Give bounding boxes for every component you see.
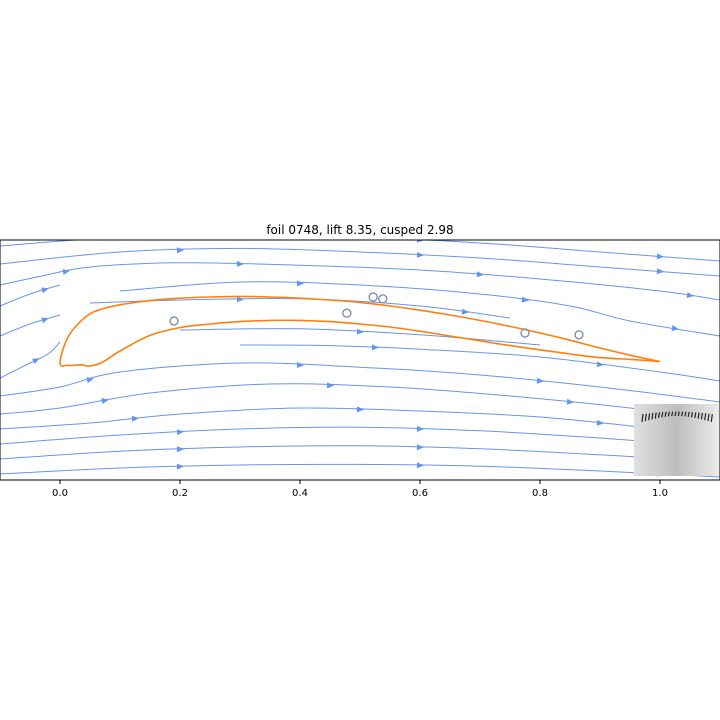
streamline-arrow xyxy=(131,415,139,422)
streamline-arrow xyxy=(686,292,694,298)
inset-mark xyxy=(700,412,703,420)
streamline-arrow xyxy=(101,398,109,404)
x-axis: 0.0 0.2 0.4 0.6 0.8 1.0 xyxy=(52,480,668,499)
inset-mark xyxy=(664,411,667,417)
x-tick-label: 0.4 xyxy=(292,488,308,499)
vortex-marker xyxy=(574,330,584,340)
inset-mark xyxy=(667,411,670,417)
vortex-marker xyxy=(169,316,179,326)
streamline-arrow xyxy=(326,382,334,389)
inset-mark xyxy=(704,413,707,421)
inset-mark xyxy=(684,411,687,417)
inset-mark xyxy=(641,413,644,423)
streamline-arrow xyxy=(656,253,664,260)
streamline-arrow xyxy=(41,317,49,324)
x-tick-label: 0.2 xyxy=(172,488,188,499)
streamline-arrow xyxy=(176,463,184,470)
streamline-arrow xyxy=(296,280,304,287)
inset-mark xyxy=(697,412,700,419)
inset-mark xyxy=(687,411,690,417)
inset-background xyxy=(634,404,720,476)
streamline xyxy=(0,445,720,463)
inset-mark xyxy=(651,412,654,420)
streamline-arrow xyxy=(236,260,244,267)
inset-mark xyxy=(690,412,694,418)
streamline-arrow xyxy=(296,362,304,368)
inset-mark xyxy=(674,411,677,417)
streamline-arrow xyxy=(416,251,424,258)
plot-area xyxy=(0,233,720,478)
streamline-arrow xyxy=(176,247,184,254)
inset-mark xyxy=(644,413,647,422)
inset-mark xyxy=(661,412,664,418)
streamline xyxy=(0,284,61,307)
inset-mark xyxy=(671,411,674,417)
vortex-marker xyxy=(368,292,378,302)
streamline-arrow xyxy=(461,308,469,315)
vortex-marker xyxy=(520,328,530,338)
x-tick-label: 1.0 xyxy=(652,488,668,499)
streamline-arrow xyxy=(41,287,49,294)
vortex-marker xyxy=(342,308,352,318)
streamline-arrow xyxy=(176,429,184,436)
streamline xyxy=(0,426,720,448)
streamline-arrow xyxy=(656,268,664,275)
streamline-arrow xyxy=(356,328,364,335)
axes-frame xyxy=(0,239,720,481)
inset-mark xyxy=(657,412,661,419)
inset-mark xyxy=(654,412,657,419)
x-tick-label: 0.8 xyxy=(532,488,548,499)
streamline-arrow xyxy=(62,269,70,275)
streamline-arrow xyxy=(476,271,484,278)
streamline-arrow xyxy=(596,419,604,426)
streamline-arrow xyxy=(176,446,184,453)
inset-thumbnail xyxy=(634,404,720,476)
inset-mark xyxy=(677,411,680,417)
streamline xyxy=(0,362,720,403)
streamline-arrow xyxy=(596,361,604,368)
vortex-group xyxy=(169,292,584,340)
streamline xyxy=(0,463,720,478)
inset-mark xyxy=(710,413,713,423)
inset-mark xyxy=(681,411,684,417)
foil-group xyxy=(59,295,661,367)
streamline-arrow xyxy=(521,296,529,303)
streamline xyxy=(0,383,720,421)
inset-mark xyxy=(707,413,710,422)
streamline-arrow xyxy=(237,296,244,303)
inset-markings xyxy=(641,411,713,423)
streamline xyxy=(239,344,720,382)
streamline xyxy=(0,240,720,262)
streamline xyxy=(0,314,61,337)
streamline-group xyxy=(0,233,720,478)
streamline-arrow xyxy=(416,425,424,432)
foil-outline xyxy=(59,295,661,367)
streamline-arrow xyxy=(86,377,94,384)
streamline-arrow xyxy=(371,344,379,351)
streamline xyxy=(0,341,61,379)
x-tick-label: 0.0 xyxy=(52,488,68,499)
streamline-arrow xyxy=(32,358,40,364)
streamline xyxy=(0,407,720,436)
chart-title: foil 0748, lift 8.35, cusped 2.98 xyxy=(266,223,453,237)
x-tick-label: 0.6 xyxy=(412,488,428,499)
streamline-arrow xyxy=(416,240,424,243)
streamline-arrow xyxy=(416,444,424,451)
streamline-arrow xyxy=(536,377,544,384)
streamline-arrow xyxy=(671,325,679,331)
streamline-arrow xyxy=(417,462,424,469)
streamline xyxy=(0,247,720,277)
inset-mark xyxy=(694,412,697,419)
streamline-arrow xyxy=(566,398,574,405)
streamline-arrow xyxy=(356,406,364,413)
streamline xyxy=(119,281,720,337)
streamline-arrow xyxy=(177,233,184,239)
inset-mark xyxy=(648,413,651,421)
vortex-marker xyxy=(378,294,388,304)
